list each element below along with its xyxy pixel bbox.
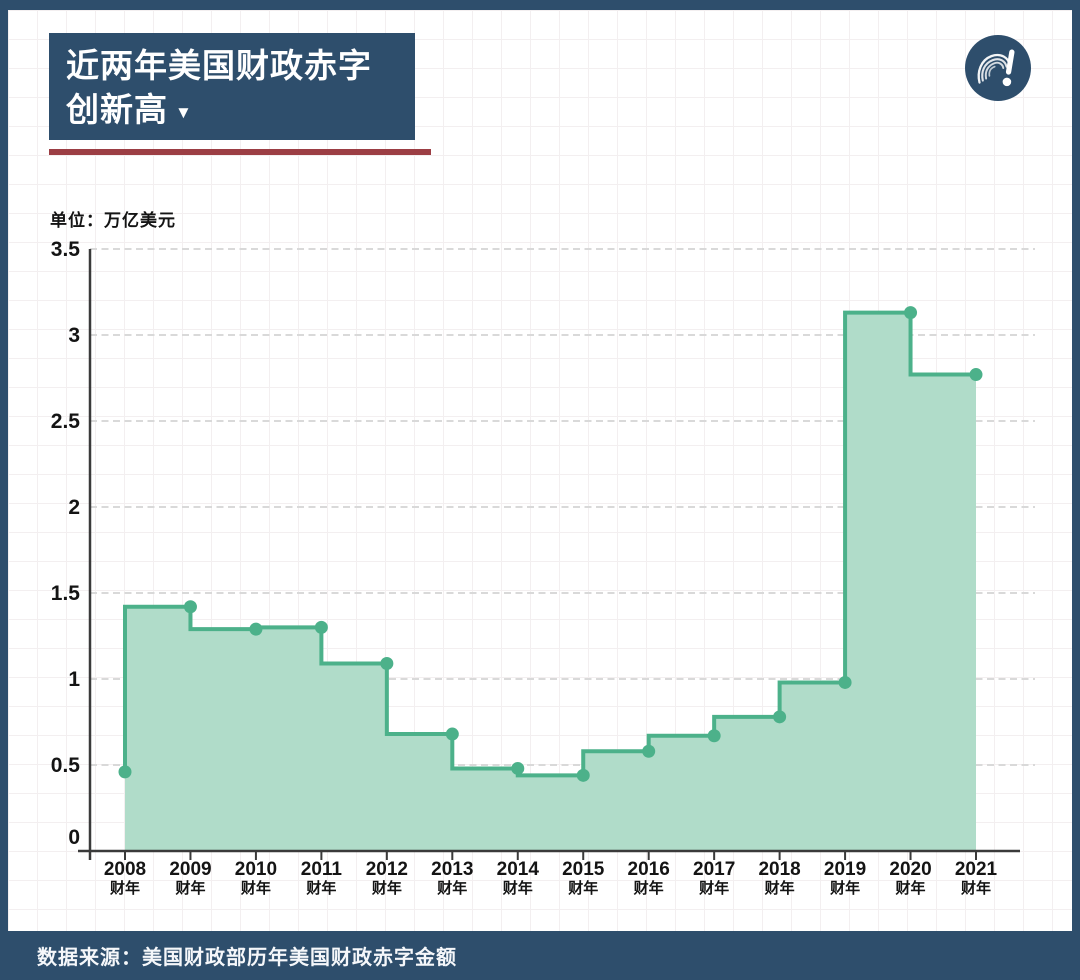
x-tick-label-year: 2019 — [824, 859, 866, 880]
x-tick-label-suffix: 财年 — [830, 879, 860, 897]
x-tick-label-year: 2021 — [955, 859, 998, 880]
exclamation-icon — [1002, 49, 1015, 87]
data-point — [773, 710, 787, 724]
x-tick-label-year: 2013 — [431, 859, 473, 880]
x-tick-label-year: 2008 — [104, 859, 146, 880]
x-tick-label-suffix: 财年 — [896, 879, 926, 897]
x-tick-label-year: 2017 — [693, 859, 735, 880]
page-title-line2: 创新高 ▼ — [66, 88, 415, 135]
brand-question-exclamation-logo — [965, 35, 1031, 101]
x-tick-label-suffix: 财年 — [110, 879, 140, 897]
logo-circle — [965, 35, 1031, 101]
title-block: 近两年美国财政赤字 创新高 ▼ — [49, 33, 415, 140]
area-fill — [125, 312, 976, 851]
x-tick-label-suffix: 财年 — [306, 879, 336, 897]
y-tick-label: 1.5 — [51, 582, 81, 605]
data-point — [314, 620, 328, 634]
data-source-text: 数据来源：美国财政部历年美国财政赤字金额 — [37, 947, 457, 969]
frame-border-left — [0, 0, 8, 980]
x-tick-label-year: 2012 — [366, 859, 408, 880]
x-tick-label-year: 2014 — [497, 859, 540, 880]
page-title-line2-text: 创新高 — [66, 91, 168, 128]
x-tick-label-suffix: 财年 — [765, 879, 795, 897]
frame-border-top — [0, 0, 1080, 10]
x-tick-label-year: 2016 — [628, 859, 670, 880]
data-point — [576, 768, 590, 782]
data-point — [838, 675, 852, 689]
x-tick-label-suffix: 财年 — [568, 879, 598, 897]
x-tick-label-suffix: 财年 — [634, 879, 664, 897]
x-tick-label-suffix: 财年 — [372, 879, 402, 897]
y-tick-label: 1 — [68, 668, 80, 691]
data-point — [380, 657, 394, 671]
y-tick-label: 3 — [68, 324, 80, 347]
frame-border-right — [1072, 0, 1080, 980]
x-tick-label-year: 2020 — [889, 859, 931, 880]
x-tick-label-year: 2011 — [301, 859, 343, 880]
source-footer: 数据来源：美国财政部历年美国财政赤字金额 — [0, 931, 1080, 980]
y-tick-label: 2 — [68, 496, 80, 519]
dropdown-arrow-icon: ▼ — [175, 103, 192, 122]
x-tick-label-suffix: 财年 — [241, 879, 271, 897]
data-point — [249, 622, 263, 636]
data-point — [511, 761, 525, 775]
x-tick-label-suffix: 财年 — [699, 879, 729, 897]
x-tick-label-suffix: 财年 — [503, 879, 533, 897]
data-point — [445, 727, 459, 741]
x-tick-label-year: 2009 — [169, 859, 211, 880]
x-tick-label-year: 2015 — [562, 859, 605, 880]
unit-label: 单位：万亿美元 — [50, 211, 176, 230]
title-underline — [49, 149, 431, 155]
data-point — [118, 765, 132, 779]
x-tick-label-suffix: 财年 — [175, 879, 205, 897]
data-point — [642, 744, 656, 758]
data-point — [904, 306, 918, 320]
data-point — [183, 600, 197, 614]
data-point — [969, 368, 983, 382]
x-tick-label-year: 2018 — [758, 859, 800, 880]
question-hook-icon — [977, 53, 1012, 84]
data-point — [707, 729, 721, 743]
x-tick-label-suffix: 财年 — [437, 879, 467, 897]
x-tick-label-suffix: 财年 — [961, 879, 991, 897]
page-title-line1: 近两年美国财政赤字 — [66, 47, 372, 84]
y-tick-label: 0 — [68, 826, 80, 849]
x-tick-label-year: 2010 — [235, 859, 277, 880]
y-tick-label: 2.5 — [51, 410, 81, 433]
y-tick-label: 0.5 — [51, 754, 81, 777]
y-tick-label: 3.5 — [51, 238, 81, 261]
